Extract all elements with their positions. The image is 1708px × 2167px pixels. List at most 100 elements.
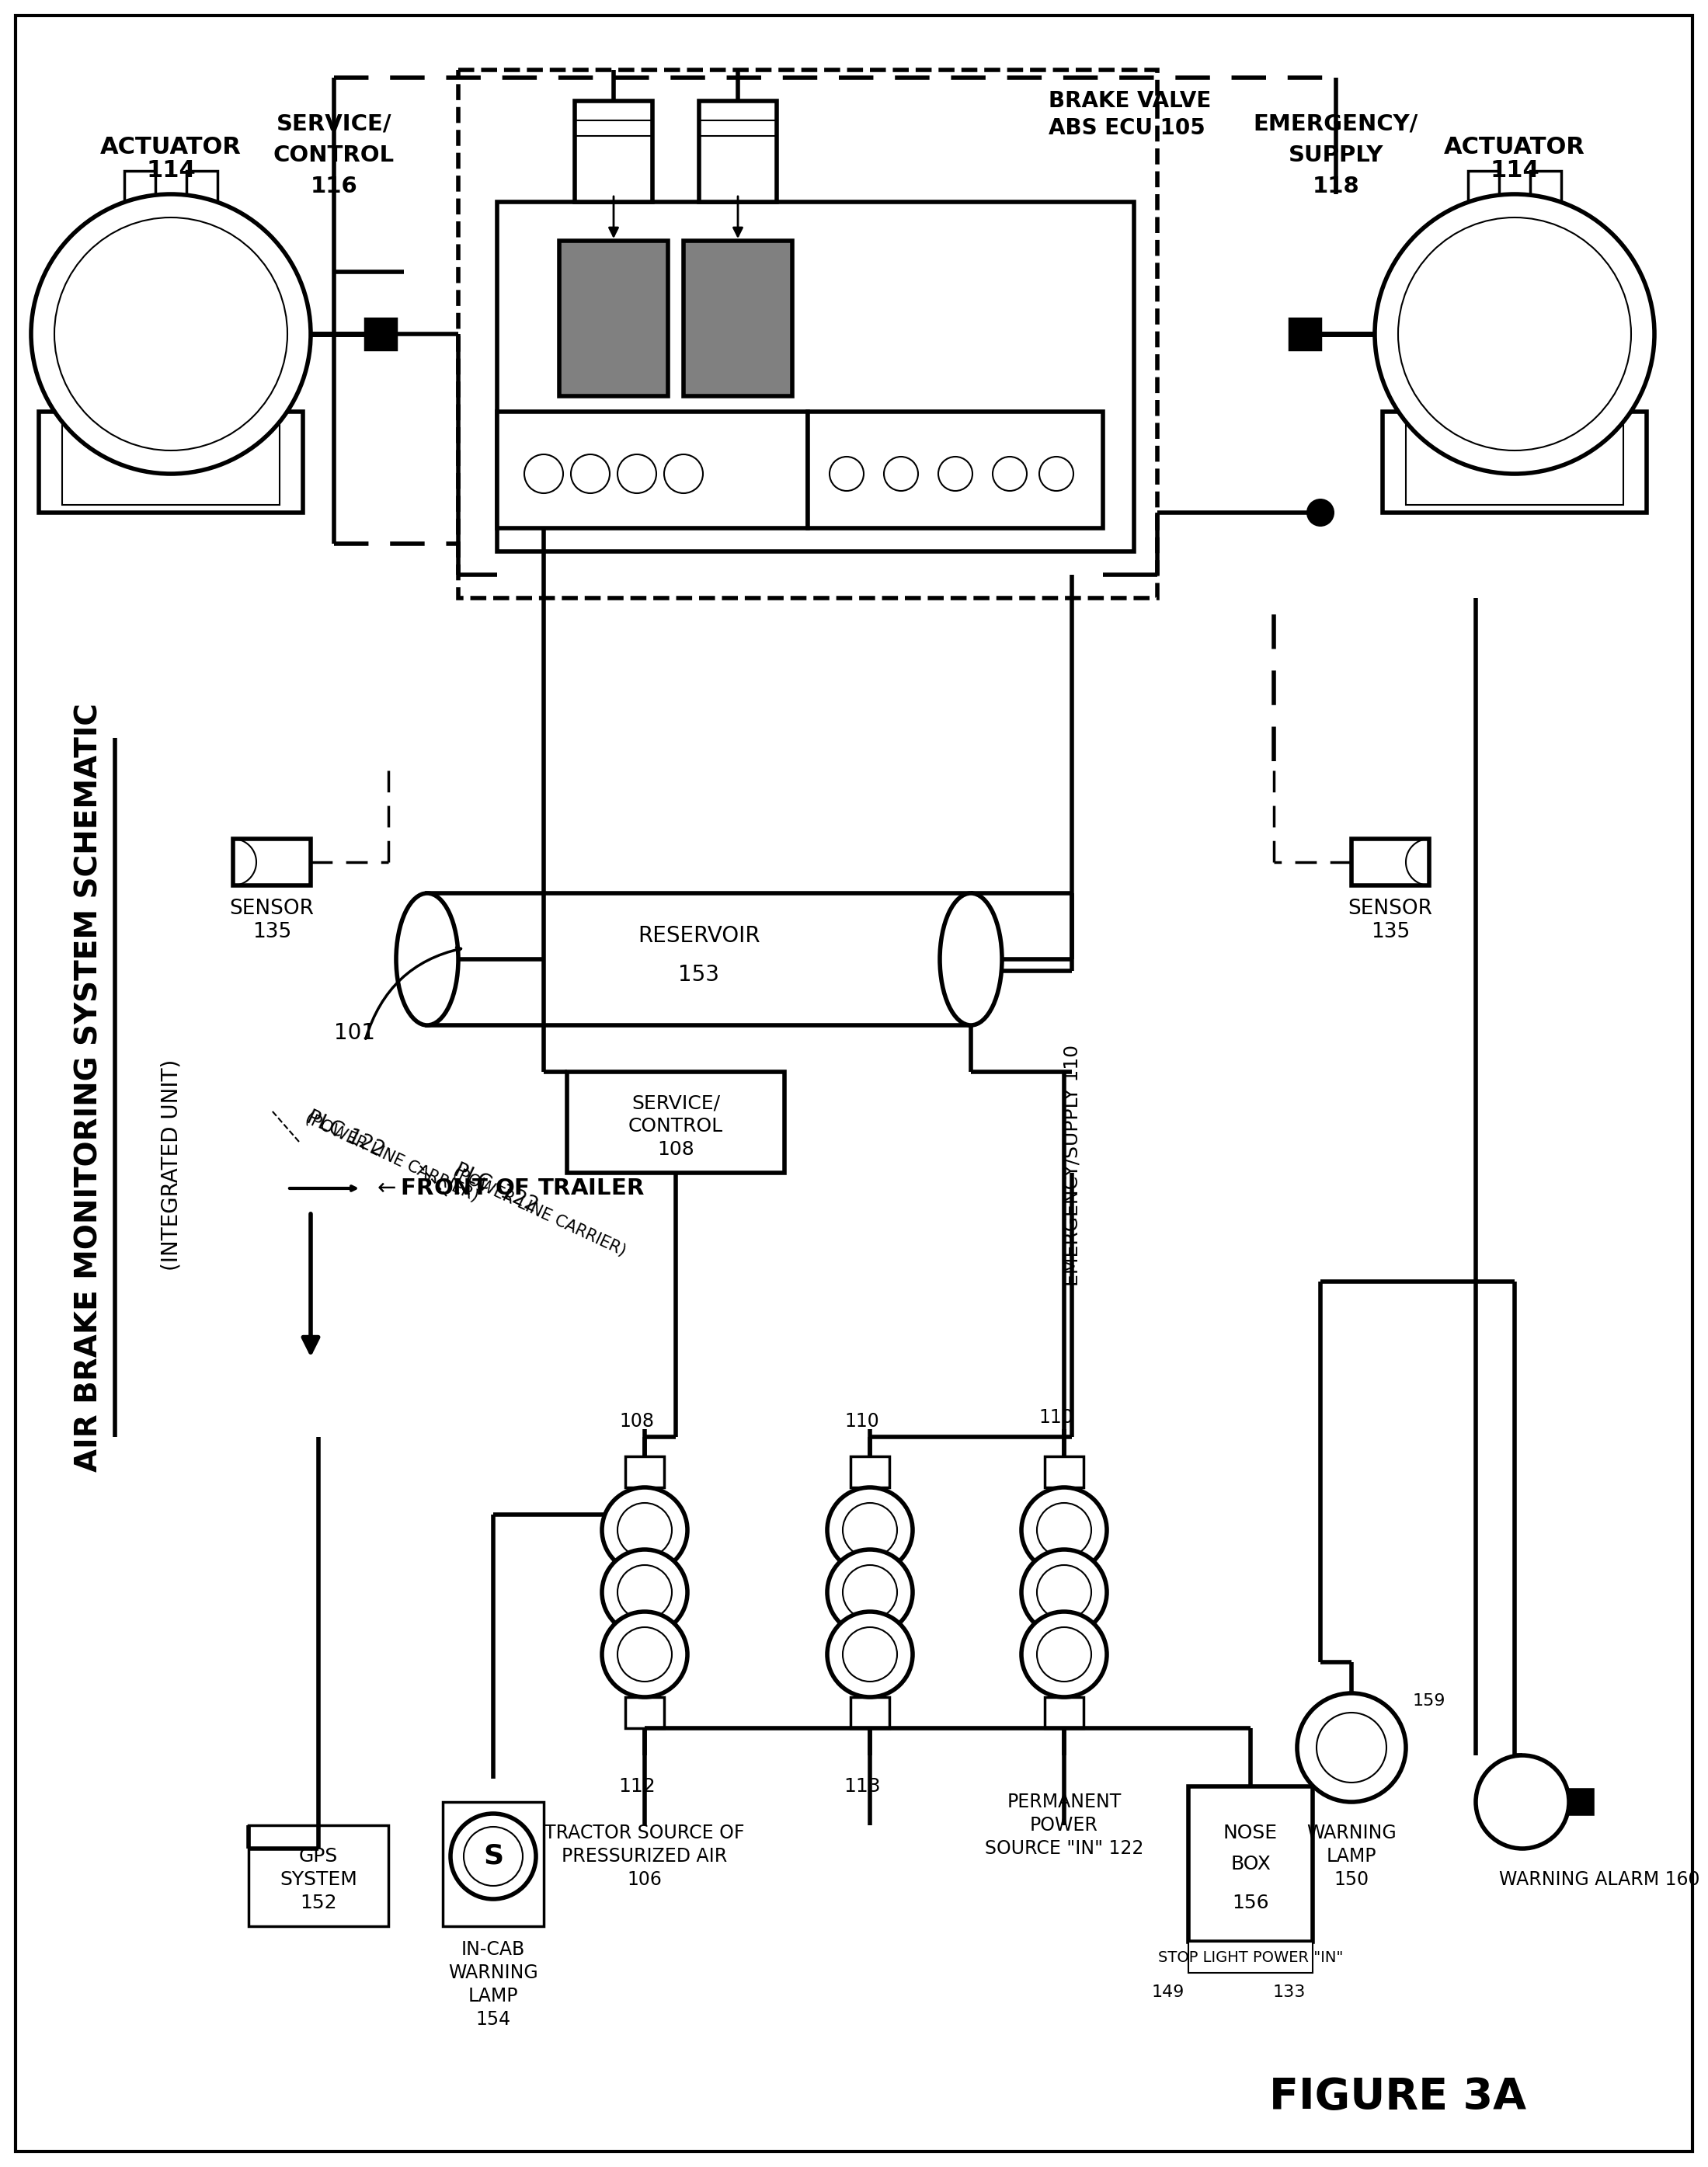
Text: BOX: BOX xyxy=(1230,1855,1271,1874)
Bar xyxy=(366,319,396,349)
Text: IN-CAB: IN-CAB xyxy=(461,1939,524,1959)
Bar xyxy=(1351,839,1430,886)
Bar xyxy=(625,1697,664,1727)
Text: TRACTOR SOURCE OF: TRACTOR SOURCE OF xyxy=(545,1825,745,1842)
Text: $\leftarrow$FRONT OF TRAILER: $\leftarrow$FRONT OF TRAILER xyxy=(372,1177,644,1198)
Circle shape xyxy=(664,455,704,494)
Bar xyxy=(567,1073,784,1172)
Circle shape xyxy=(992,457,1027,492)
Circle shape xyxy=(885,457,919,492)
Text: EMERGENCY/SUPPLY 110: EMERGENCY/SUPPLY 110 xyxy=(1062,1044,1081,1285)
Circle shape xyxy=(451,1814,536,1898)
Circle shape xyxy=(1375,195,1655,475)
Text: SOURCE "IN" 122: SOURCE "IN" 122 xyxy=(986,1840,1143,1857)
Text: PRESSURIZED AIR: PRESSURIZED AIR xyxy=(562,1846,728,1866)
Text: RESERVOIR: RESERVOIR xyxy=(637,925,760,947)
Circle shape xyxy=(463,1827,523,1885)
Text: 153: 153 xyxy=(678,964,719,986)
Circle shape xyxy=(1037,1504,1091,1558)
Bar xyxy=(39,412,302,514)
Bar xyxy=(61,420,280,505)
Bar xyxy=(1537,1790,1592,1814)
Circle shape xyxy=(1021,1549,1107,1634)
Bar xyxy=(458,69,1158,598)
Text: BRAKE VALVE: BRAKE VALVE xyxy=(1049,91,1211,113)
Bar xyxy=(1189,1942,1313,1972)
Bar xyxy=(125,171,155,210)
Bar xyxy=(576,102,652,202)
Bar xyxy=(559,241,668,397)
Text: CONTROL: CONTROL xyxy=(629,1116,722,1136)
Text: 133: 133 xyxy=(1272,1985,1307,2000)
Text: AIR BRAKE MONITORING SYSTEM SCHEMATIC: AIR BRAKE MONITORING SYSTEM SCHEMATIC xyxy=(75,702,104,1471)
Text: 118: 118 xyxy=(1312,176,1360,197)
Circle shape xyxy=(1021,1487,1107,1573)
Bar xyxy=(699,102,777,202)
Text: SUPPLY: SUPPLY xyxy=(1288,145,1383,167)
Text: ABS ECU 105: ABS ECU 105 xyxy=(1049,117,1206,139)
Bar xyxy=(1290,319,1320,349)
Text: GPS: GPS xyxy=(299,1846,338,1866)
Bar xyxy=(1467,171,1500,210)
Ellipse shape xyxy=(396,893,458,1025)
Bar xyxy=(683,241,793,397)
Circle shape xyxy=(601,1487,687,1573)
Circle shape xyxy=(1038,457,1073,492)
Text: 152: 152 xyxy=(301,1894,336,1911)
Text: 135: 135 xyxy=(1372,921,1409,943)
Bar xyxy=(442,1803,543,1926)
Text: 114: 114 xyxy=(147,160,196,182)
Bar xyxy=(1406,420,1623,505)
Text: 114: 114 xyxy=(1489,160,1539,182)
Text: WARNING ALARM 160: WARNING ALARM 160 xyxy=(1500,1870,1699,1890)
Bar xyxy=(851,1456,890,1487)
Ellipse shape xyxy=(939,893,1003,1025)
Text: 150: 150 xyxy=(1334,1870,1370,1890)
Bar xyxy=(497,202,1134,550)
Circle shape xyxy=(618,1504,671,1558)
Circle shape xyxy=(618,1565,671,1619)
Circle shape xyxy=(830,457,864,492)
Circle shape xyxy=(1476,1755,1570,1848)
Bar xyxy=(1530,171,1561,210)
Circle shape xyxy=(842,1627,897,1682)
Text: LAMP: LAMP xyxy=(1327,1846,1377,1866)
Text: NOSE: NOSE xyxy=(1223,1825,1278,1842)
Bar xyxy=(427,893,970,1025)
Bar xyxy=(1045,1697,1083,1727)
Circle shape xyxy=(1296,1692,1406,1803)
Bar xyxy=(1189,1786,1313,1942)
Circle shape xyxy=(1307,498,1334,527)
Text: 156: 156 xyxy=(1231,1894,1269,1911)
Text: POWER: POWER xyxy=(1030,1816,1098,1835)
Bar xyxy=(851,1697,890,1727)
Circle shape xyxy=(618,1627,671,1682)
Text: EMERGENCY/: EMERGENCY/ xyxy=(1254,113,1418,134)
Text: (POWER LINE CARRIER): (POWER LINE CARRIER) xyxy=(451,1164,629,1259)
Text: 108: 108 xyxy=(620,1413,654,1430)
Circle shape xyxy=(1317,1712,1387,1783)
Text: (POWER LINE CARRIER): (POWER LINE CARRIER) xyxy=(302,1110,482,1205)
Bar xyxy=(1045,1456,1083,1487)
Text: SENSOR: SENSOR xyxy=(229,899,314,919)
Text: 154: 154 xyxy=(477,2011,511,2028)
Circle shape xyxy=(601,1549,687,1634)
Circle shape xyxy=(55,217,287,451)
Bar xyxy=(232,839,311,886)
Circle shape xyxy=(842,1565,897,1619)
Text: 112: 112 xyxy=(618,1777,656,1796)
Circle shape xyxy=(842,1504,897,1558)
Text: LAMP: LAMP xyxy=(468,1987,518,2004)
Text: 116: 116 xyxy=(311,176,357,197)
Text: SYSTEM: SYSTEM xyxy=(280,1870,357,1890)
Bar xyxy=(497,412,808,529)
Text: 106: 106 xyxy=(627,1870,663,1890)
Circle shape xyxy=(938,457,972,492)
Text: 110: 110 xyxy=(1038,1409,1074,1426)
Circle shape xyxy=(1037,1565,1091,1619)
Text: SERVICE/: SERVICE/ xyxy=(277,113,391,134)
Text: WARNING: WARNING xyxy=(447,1963,538,1983)
Bar xyxy=(808,412,1103,529)
Circle shape xyxy=(827,1612,912,1697)
Text: 113: 113 xyxy=(844,1777,881,1796)
